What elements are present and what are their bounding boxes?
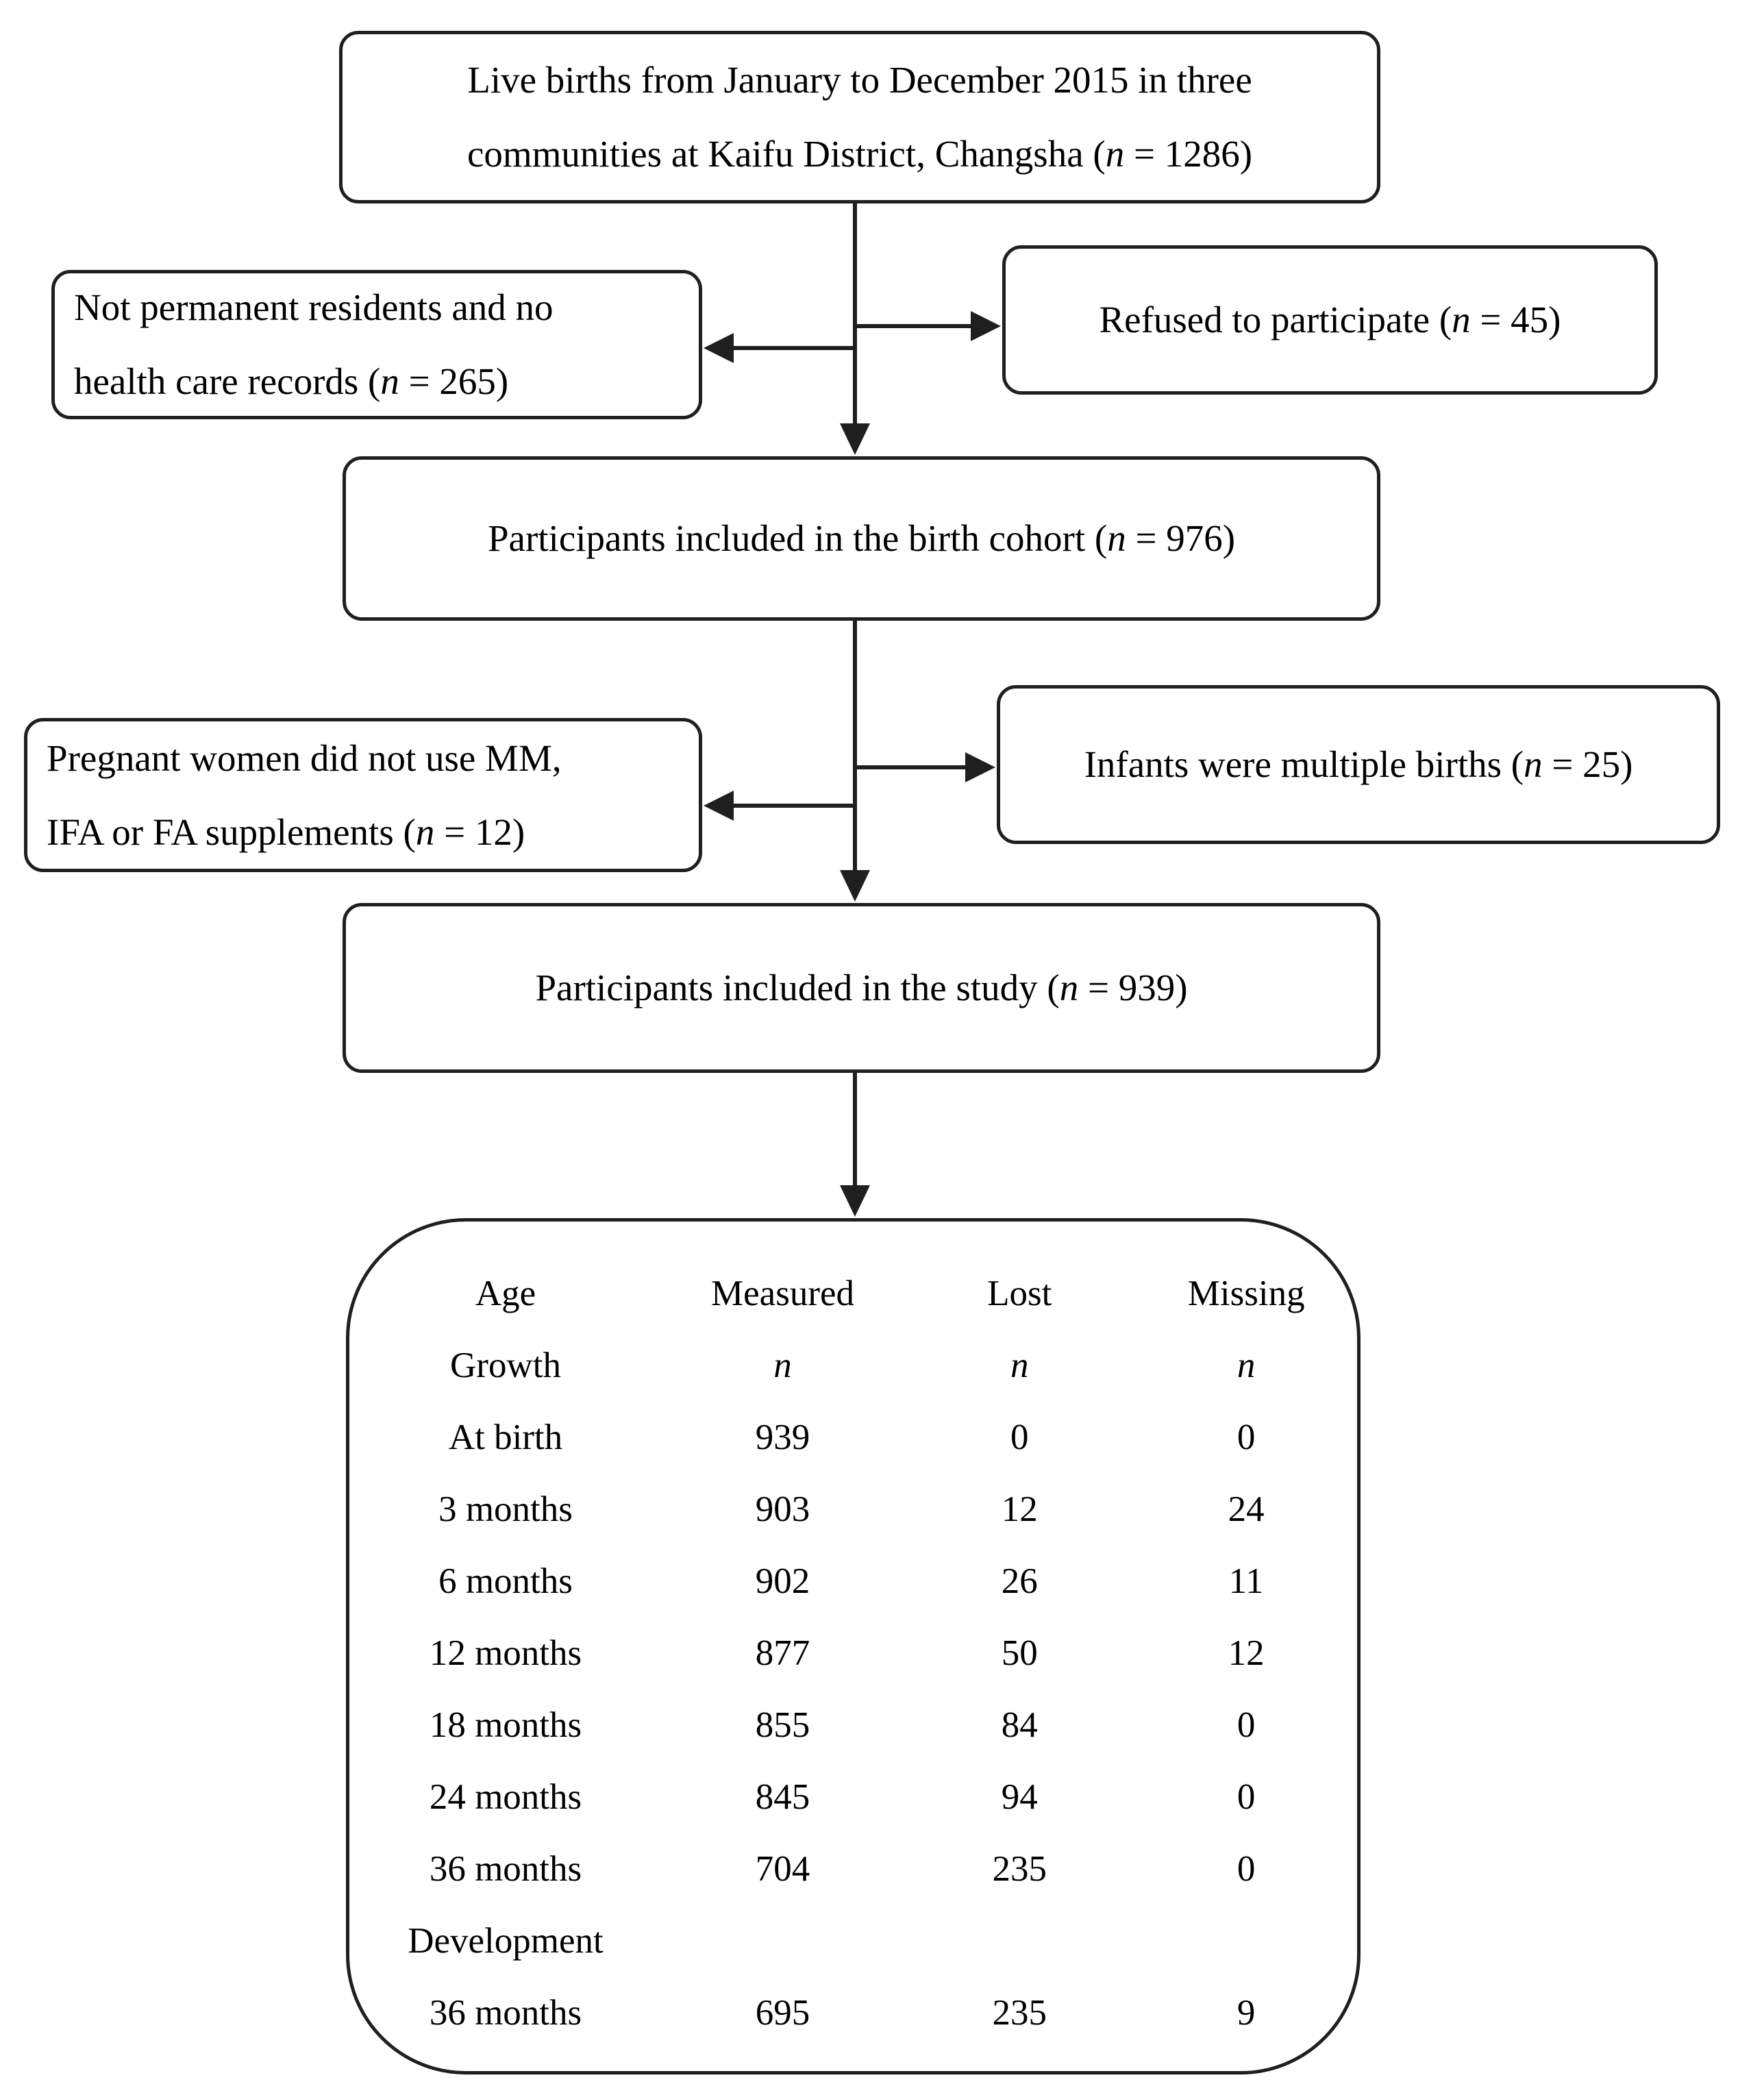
no-supplements-box: Pregnant women did not use MM, IFA or FA…: [24, 718, 702, 872]
subheader-n-missing: n: [1237, 1345, 1256, 1385]
arrowhead-into-table: [840, 1185, 870, 1217]
arrowhead-into-multiple-births: [965, 752, 995, 782]
table-row: 6 months 902 26 11: [438, 1561, 1264, 1601]
live-births-box: Live births from January to December 201…: [339, 31, 1380, 203]
table-row: 12 months 877 50 12: [429, 1633, 1265, 1673]
table-row: 18 months 855 84 0: [429, 1705, 1256, 1745]
subheader-growth: Growth: [450, 1345, 561, 1385]
table-row: At birth 939 0 0: [448, 1417, 1256, 1457]
not-permanent-line2: health care records (n = 265): [74, 360, 509, 402]
live-births-line1: Live births from January to December 201…: [467, 59, 1252, 101]
table-row: 36 months 695 235 9: [429, 1992, 1256, 2033]
no-supplements-line1: Pregnant women did not use MM,: [47, 736, 562, 779]
header-measured: Measured: [711, 1273, 854, 1313]
birth-cohort-box: Participants included in the birth cohor…: [343, 456, 1380, 621]
arrowhead-into-study: [840, 870, 870, 902]
subheader-n-measured: n: [773, 1345, 792, 1385]
arrowhead-into-refused: [971, 311, 1001, 341]
refused-text: Refused to participate (n = 45): [1099, 299, 1561, 340]
header-lost: Lost: [987, 1273, 1052, 1313]
arrowhead-into-cohort: [840, 423, 870, 455]
study-box: Participants included in the study (n = …: [343, 903, 1380, 1073]
subheader-n-lost: n: [1010, 1345, 1029, 1385]
study-text: Participants included in the study (n = …: [535, 967, 1188, 1008]
birth-cohort-text: Participants included in the birth cohor…: [487, 517, 1236, 559]
arrowhead-into-not-permanent: [704, 333, 734, 363]
table-section-row: Development: [349, 1905, 1357, 1977]
table-subheader-row: Growth n n n: [349, 1329, 1357, 1401]
table-row: 24 months 845 94 0: [429, 1776, 1256, 1817]
followup-table-box: Age Measured Lost Missing Growth n n n A…: [346, 1218, 1361, 2075]
no-supplements-line2: IFA or FA supplements (n = 12): [47, 810, 525, 853]
arrowhead-into-no-supplements: [704, 791, 734, 821]
section-development: Development: [408, 1920, 604, 1961]
table-row: 36 months 704 235 0: [429, 1848, 1256, 1889]
not-permanent-residents-box: Not permanent residents and no health ca…: [51, 270, 702, 419]
multiple-births-text: Infants were multiple births (n = 25): [1084, 743, 1633, 785]
live-births-line2: communities at Kaifu District, Changsha …: [467, 133, 1253, 175]
header-missing: Missing: [1187, 1273, 1305, 1313]
refused-to-participate-box: Refused to participate (n = 45): [1002, 245, 1658, 395]
multiple-births-box: Infants were multiple births (n = 25): [997, 685, 1720, 844]
header-age: Age: [475, 1273, 536, 1313]
table-header-row: Age Measured Lost Missing: [349, 1257, 1357, 1329]
table-row: 3 months 903 12 24: [438, 1489, 1265, 1529]
not-permanent-line1: Not permanent residents and no: [74, 286, 554, 328]
